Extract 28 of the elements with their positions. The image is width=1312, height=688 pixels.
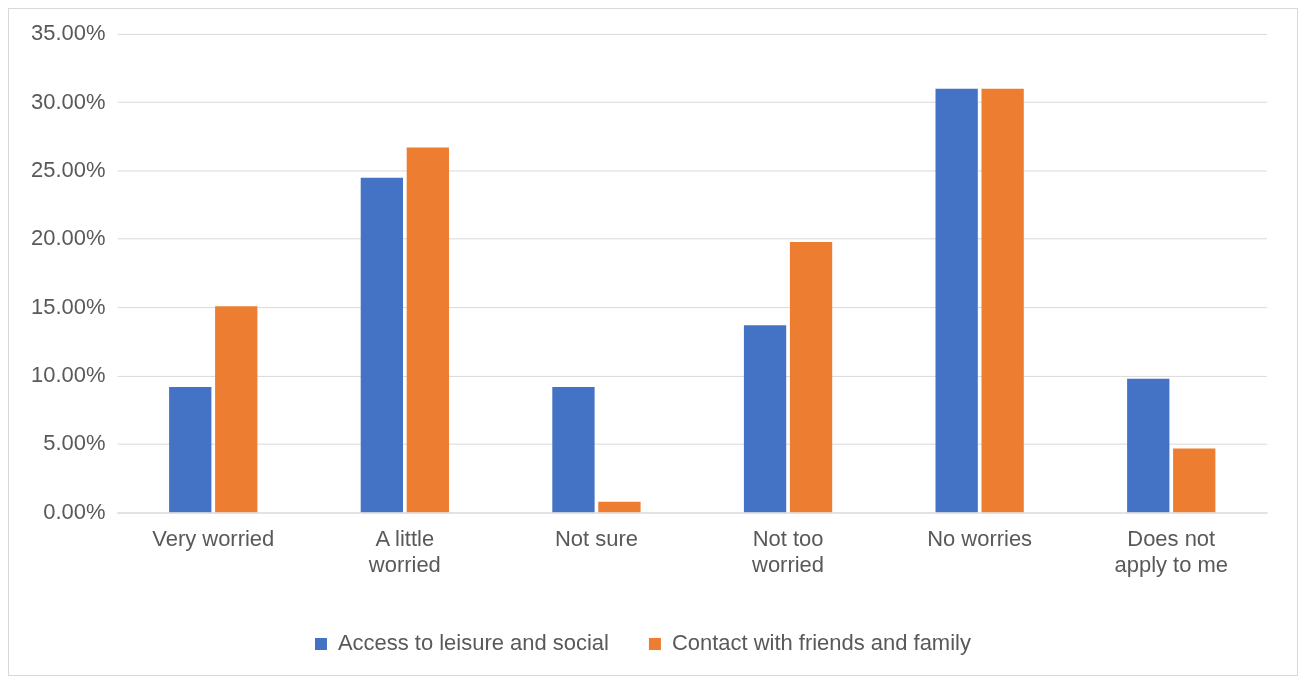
y-tick-label: 20.00% [31, 225, 106, 251]
y-tick-label: 30.00% [31, 88, 106, 114]
x-tick-label: Very worried [152, 525, 275, 551]
y-tick-label: 0.00% [43, 498, 106, 524]
bar [552, 386, 595, 513]
bar [935, 88, 978, 513]
bar [169, 386, 212, 513]
x-tick-label: Not too worried [751, 525, 825, 578]
bar [215, 306, 258, 513]
legend-label: Contact with friends and family [671, 630, 971, 656]
bar [981, 88, 1024, 513]
y-tick-label: 35.00% [31, 20, 106, 46]
bar [1127, 378, 1170, 513]
bar [406, 147, 449, 513]
legend-label: Access to leisure and social [337, 630, 609, 656]
bar [598, 501, 641, 513]
y-tick-label: 5.00% [43, 430, 106, 456]
bar [1173, 448, 1216, 513]
x-tick-label: A little worried [367, 525, 441, 578]
x-tick-label: Not sure [554, 525, 638, 551]
y-tick-label: 10.00% [31, 362, 106, 387]
bar [743, 325, 787, 513]
bar [789, 241, 833, 513]
y-tick-label: 15.00% [31, 293, 106, 319]
y-tick-label: 25.00% [31, 156, 106, 182]
bar [360, 177, 404, 513]
x-tick-label: Does not apply to me [1114, 525, 1228, 578]
x-tick-label: No worries [927, 525, 1033, 551]
